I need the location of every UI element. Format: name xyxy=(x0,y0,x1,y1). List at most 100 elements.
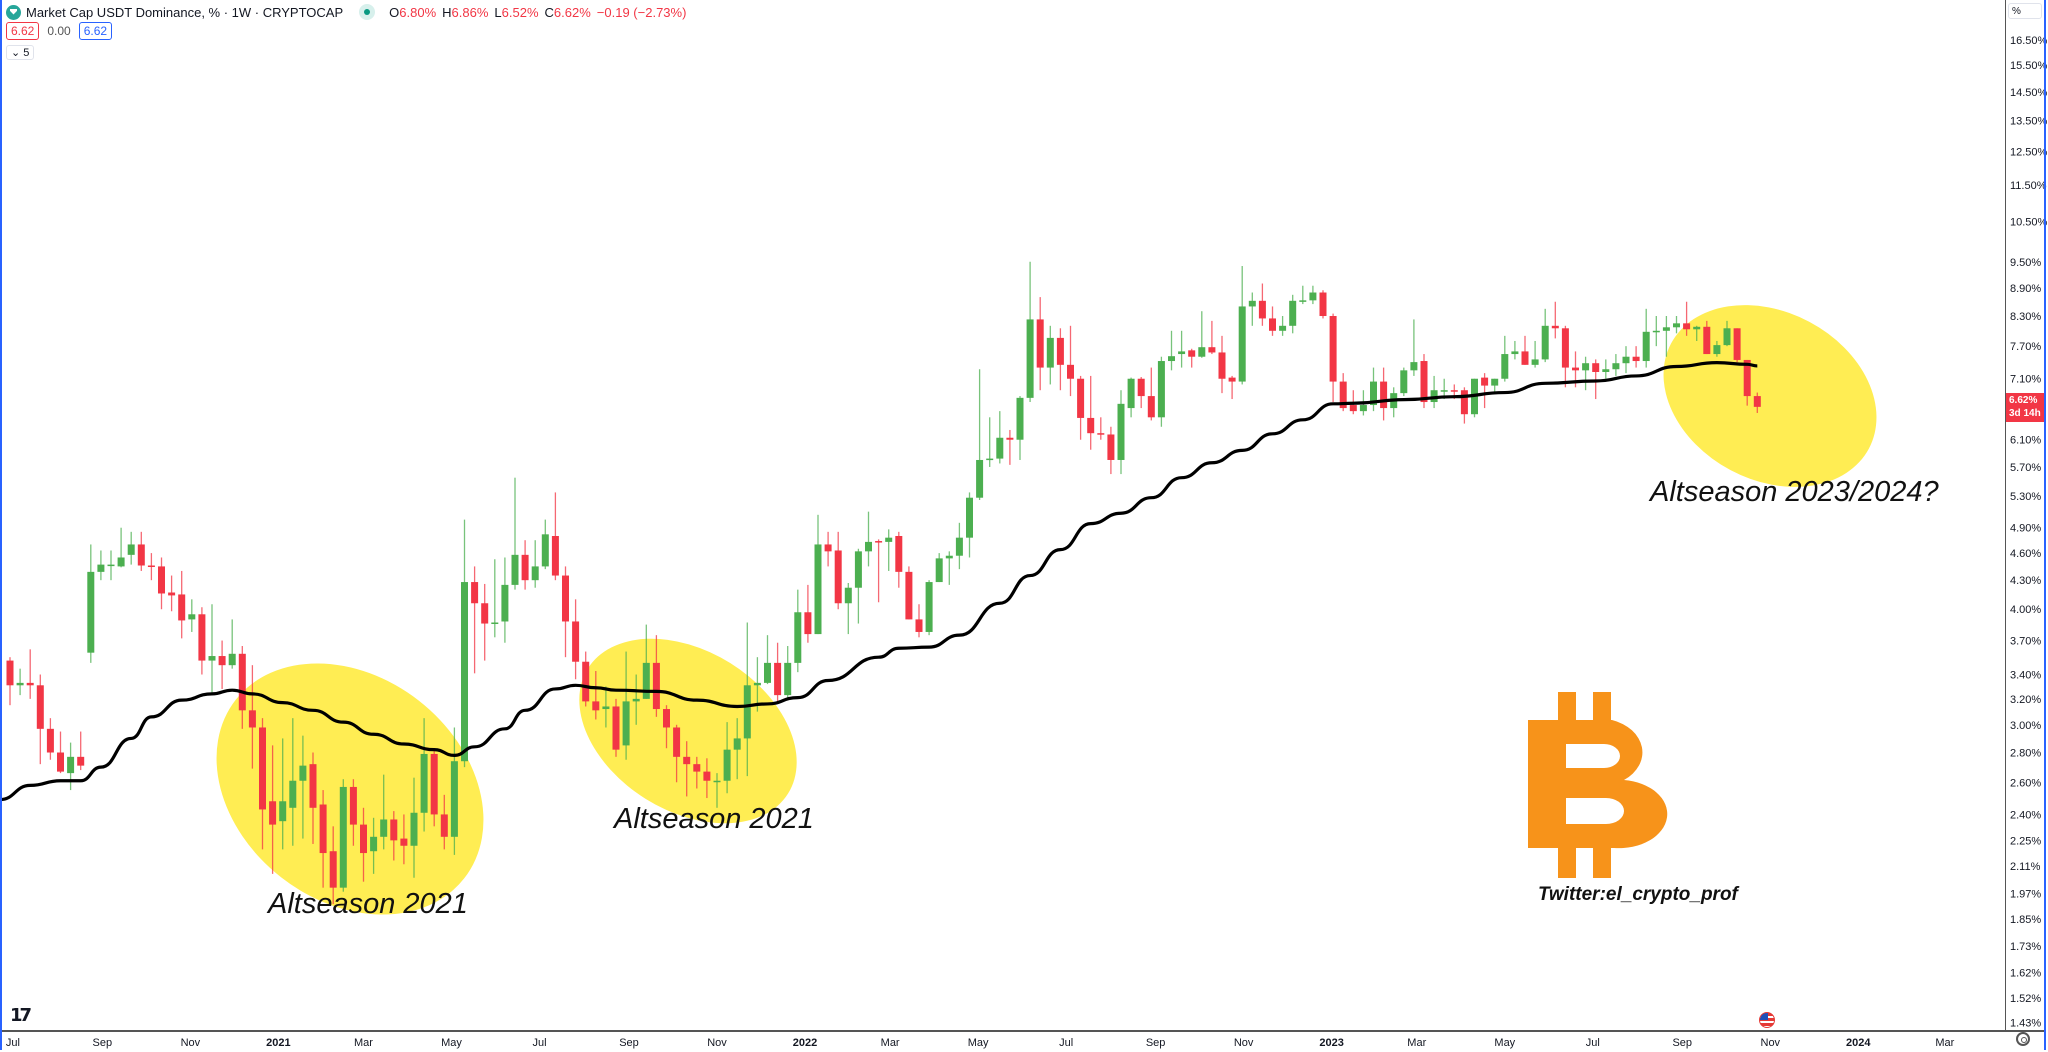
candle xyxy=(147,553,155,581)
candle xyxy=(673,724,681,783)
candle xyxy=(87,544,95,663)
us-flag-event-icon[interactable] xyxy=(1759,1012,1775,1028)
candle-body xyxy=(117,557,125,567)
bid-ask-row: 6.62 0.00 6.62 xyxy=(6,22,113,40)
candle-body xyxy=(1551,325,1559,329)
candle-body xyxy=(986,458,994,461)
candle-body xyxy=(127,544,135,555)
candle xyxy=(854,548,862,624)
candle-body xyxy=(137,544,145,566)
price-tick-label: 13.50% xyxy=(2010,116,2048,128)
candle xyxy=(895,531,903,588)
time-axis[interactable] xyxy=(0,1030,2046,1052)
price-tick-label: 15.50% xyxy=(2010,60,2048,72)
candle xyxy=(1592,359,1600,400)
candle-body xyxy=(481,603,489,624)
price-unit-button[interactable]: % xyxy=(2008,3,2042,19)
candle xyxy=(1269,306,1276,336)
candle-body xyxy=(1269,318,1276,331)
price-axis[interactable] xyxy=(2005,0,2047,1030)
candle xyxy=(562,566,569,658)
candle-body xyxy=(299,765,307,781)
candle-body xyxy=(1097,433,1105,435)
candle xyxy=(885,529,893,571)
candle xyxy=(834,531,842,610)
ohlc-change: −0.19 (−2.73%) xyxy=(596,4,687,20)
candle-body xyxy=(1117,403,1125,460)
candle xyxy=(1683,301,1691,336)
candle xyxy=(1471,378,1478,418)
candle xyxy=(309,752,317,844)
candle xyxy=(996,411,1004,464)
candle-body xyxy=(1713,345,1721,355)
time-tick-label: Sep xyxy=(93,1037,113,1049)
candle-body xyxy=(673,727,681,757)
candle-body xyxy=(107,564,115,567)
candle-body xyxy=(1440,390,1448,392)
candle-body xyxy=(1642,331,1650,362)
candle-body xyxy=(218,656,226,666)
candle-body xyxy=(1258,300,1266,319)
candle xyxy=(117,527,125,568)
candle xyxy=(400,814,408,865)
candle-body xyxy=(743,685,751,739)
annotation-altseason-2023-2024: Altseason 2023/2024? xyxy=(1650,476,1939,508)
candle xyxy=(753,657,761,712)
candle xyxy=(976,369,984,500)
candle-body xyxy=(642,662,650,699)
price-tick-label: 2.11% xyxy=(2010,861,2041,873)
symbol-title[interactable]: Market Cap USDT Dominance, % · 1W · CRYP… xyxy=(26,4,344,20)
candle-body xyxy=(1612,363,1620,370)
candle xyxy=(1077,375,1085,440)
candle-body xyxy=(531,566,539,581)
candle-body xyxy=(97,564,105,572)
candle xyxy=(168,575,176,612)
candle-body xyxy=(471,582,479,604)
price-tick-label: 1.73% xyxy=(2010,941,2041,953)
candle-body xyxy=(1329,316,1337,382)
time-tick-label: 2023 xyxy=(1319,1037,1343,1049)
author-credit: Twitter:el_crypto_prof xyxy=(1538,884,1738,905)
candle-body xyxy=(1400,370,1408,394)
candle-body xyxy=(6,660,14,686)
candle-body xyxy=(814,544,822,635)
candle-body xyxy=(1309,292,1317,301)
candle-body xyxy=(228,653,236,666)
candle xyxy=(1632,346,1640,368)
candle-body xyxy=(420,753,428,813)
candle xyxy=(1531,340,1539,368)
candle xyxy=(67,742,75,791)
candle-body xyxy=(26,682,34,686)
price-tick-label: 2.80% xyxy=(2010,748,2041,760)
settings-gear-icon[interactable] xyxy=(2016,1032,2030,1046)
candle xyxy=(390,811,398,861)
candle-body xyxy=(1016,397,1024,440)
candle-body xyxy=(1602,369,1610,373)
price-tick-label: 3.40% xyxy=(2010,670,2041,682)
price-tick-label: 2.40% xyxy=(2010,809,2041,821)
candle-body xyxy=(1208,347,1216,353)
candle xyxy=(1097,417,1105,440)
candle xyxy=(248,665,256,769)
sell-price-button[interactable]: 6.62 xyxy=(6,22,40,40)
buy-price-button[interactable]: 6.62 xyxy=(78,22,113,40)
time-tick-label: May xyxy=(968,1037,989,1049)
candle xyxy=(1309,285,1317,305)
candle xyxy=(430,748,438,827)
candle xyxy=(218,640,226,689)
candle-body xyxy=(551,535,559,576)
candle xyxy=(1723,320,1731,347)
candle-body xyxy=(1703,326,1711,355)
indicators-toggle-button[interactable]: ⌄ 5 xyxy=(6,45,35,60)
tether-diamond-icon xyxy=(6,4,21,20)
candle-body xyxy=(208,656,216,661)
time-axis-ticks: Jul Sep Nov 2021 Mar May Jul Sep Nov 2022 Mar May Ju… xyxy=(6,1037,1955,1049)
candle xyxy=(259,718,266,850)
candle-body xyxy=(289,780,297,808)
candle-body xyxy=(1693,326,1701,330)
time-tick-label: Mar xyxy=(354,1037,373,1049)
tradingview-logo-icon[interactable]: 17 xyxy=(10,1005,32,1026)
price-tick-label: 8.90% xyxy=(2010,283,2041,295)
candle xyxy=(1713,340,1721,357)
